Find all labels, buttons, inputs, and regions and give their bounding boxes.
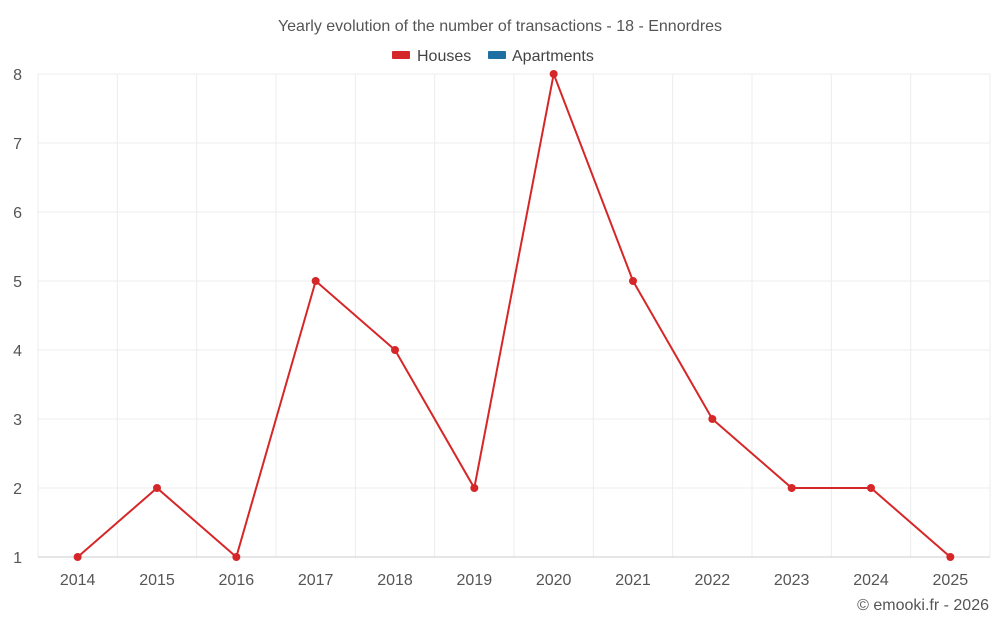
x-tick-label: 2020 [536, 572, 572, 589]
data-point-houses-2022[interactable] [708, 415, 717, 423]
y-tick-label: 1 [13, 550, 22, 567]
grid [37, 73, 991, 557]
x-tick-label: 2014 [60, 572, 96, 589]
x-axis: 2014 2015 2016 2017 2018 2019 2020 2021 2022 2023… [60, 572, 968, 589]
y-tick-label: 6 [13, 205, 22, 222]
legend-label-apartments[interactable]: Apartments [512, 48, 594, 65]
x-tick-label: 2023 [774, 572, 810, 589]
y-tick-label: 2 [13, 481, 22, 498]
x-tick-label: 2017 [298, 572, 334, 589]
data-point-houses-2019[interactable] [470, 484, 479, 492]
x-tick-label: 2022 [695, 572, 731, 589]
y-tick-label: 4 [13, 343, 22, 360]
data-point-houses-2021[interactable] [629, 277, 637, 285]
y-axis: 1 2 3 4 5 6 7 8 [13, 67, 22, 567]
y-tick-label: 8 [13, 67, 22, 84]
legend-label-houses[interactable]: Houses [417, 48, 471, 65]
x-tick-label: 2025 [933, 572, 969, 589]
x-tick-label: 2024 [853, 572, 889, 589]
chart-title: Yearly evolution of the number of transa… [278, 18, 722, 35]
data-point-houses-2024[interactable] [867, 484, 875, 492]
data-point-houses-2018[interactable] [391, 346, 399, 354]
x-tick-label: 2018 [377, 572, 413, 589]
legend: Houses Apartments [392, 48, 594, 65]
data-point-houses-2016[interactable] [232, 553, 241, 561]
data-point-houses-2014[interactable] [73, 553, 82, 561]
series-line-houses [77, 70, 951, 559]
data-point-houses-2025[interactable] [946, 553, 955, 561]
y-tick-label: 3 [13, 412, 22, 429]
x-tick-label: 2015 [139, 572, 175, 589]
x-tick-label: 2021 [615, 572, 651, 589]
credit: © emooki.fr - 2026 [857, 597, 989, 614]
data-point-houses-2020[interactable] [549, 70, 558, 78]
y-tick-label: 7 [13, 136, 22, 153]
data-point-houses-2023[interactable] [787, 484, 796, 492]
data-points [73, 70, 955, 561]
x-tick-label: 2016 [219, 572, 255, 589]
legend-swatch-apartments[interactable] [488, 51, 506, 59]
x-tick-label: 2019 [457, 572, 493, 589]
data-point-houses-2017[interactable] [311, 277, 320, 285]
data-point-houses-2015[interactable] [153, 484, 161, 492]
y-tick-label: 5 [13, 274, 22, 291]
legend-swatch-houses[interactable] [392, 51, 410, 59]
